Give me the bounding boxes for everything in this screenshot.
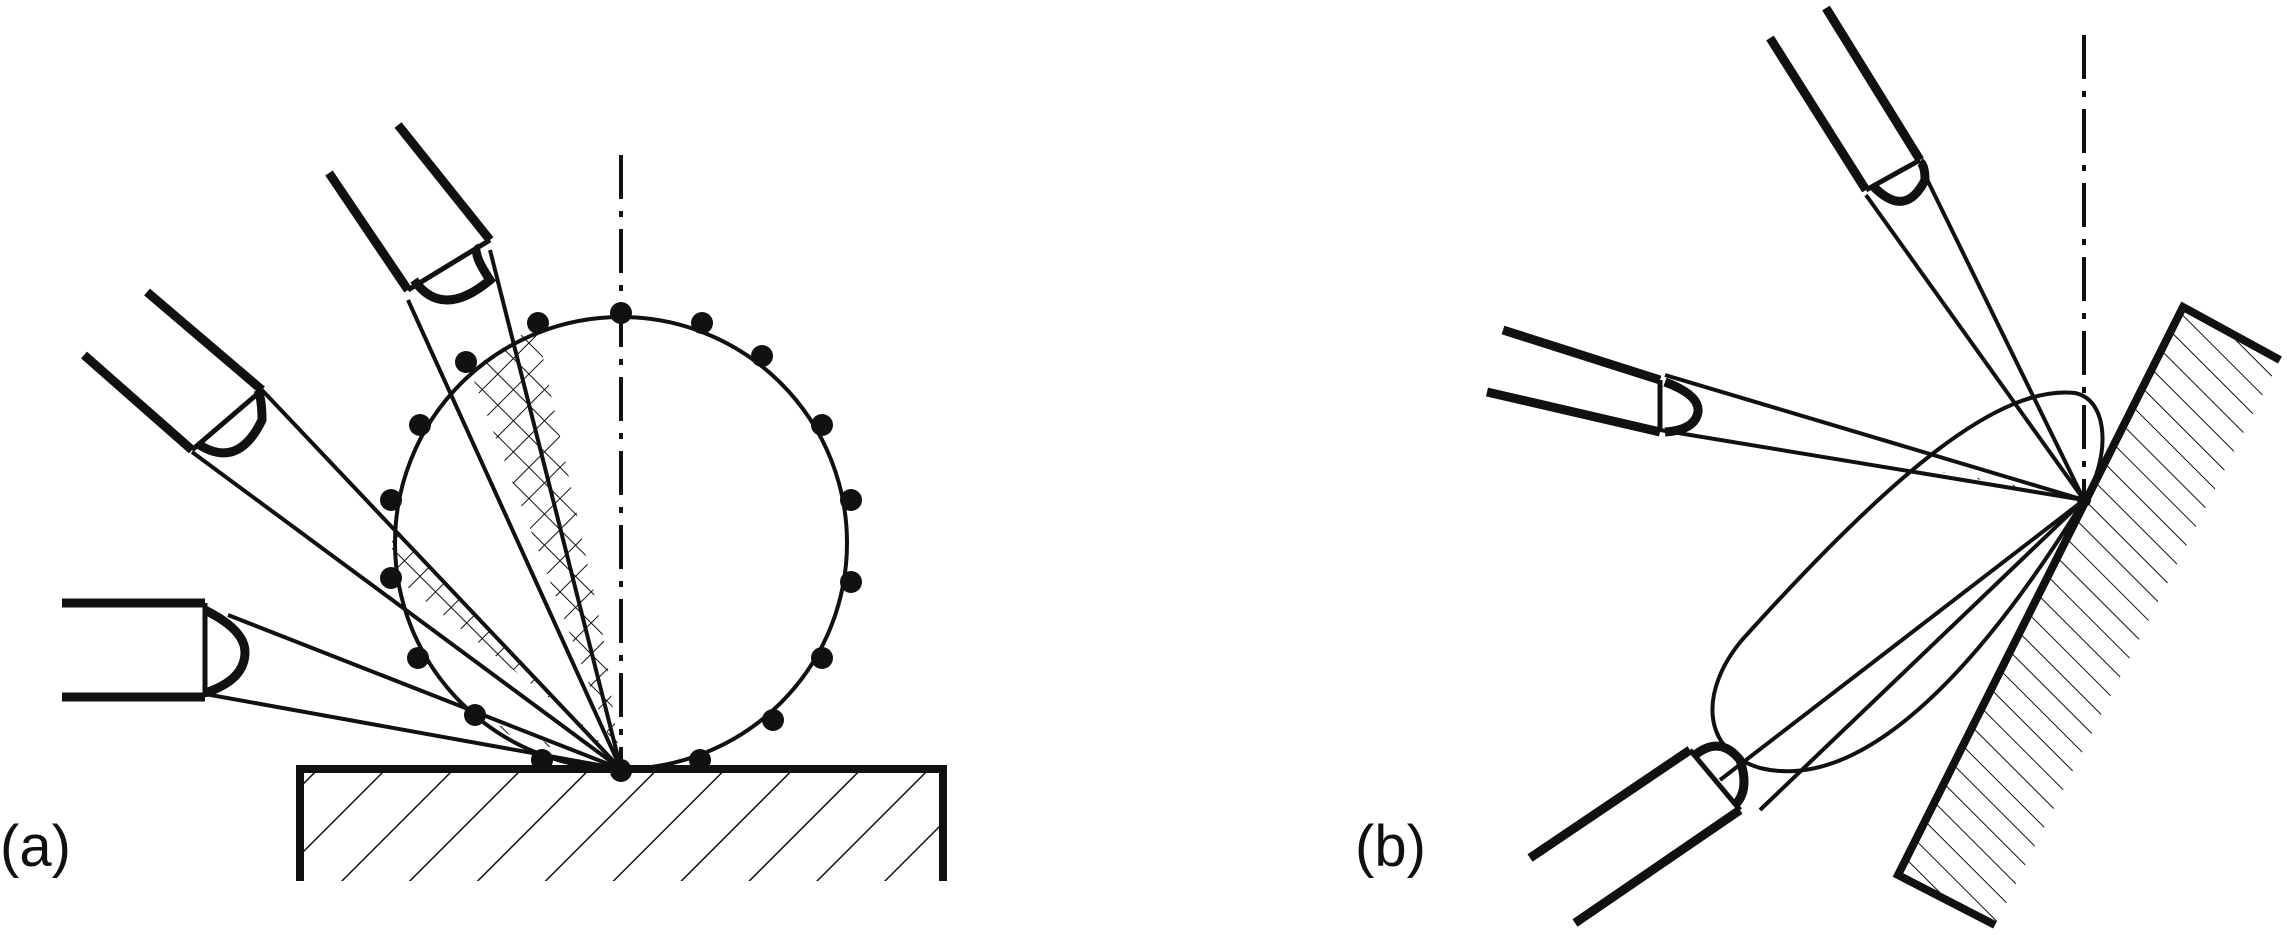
detector-icon	[1770, 8, 1925, 201]
detector-cone-mid-b	[1660, 375, 2084, 500]
specimen-block-b	[1892, 301, 2282, 929]
detector-cone-mid-a	[192, 390, 621, 769]
scattering-lobe-icon	[1712, 392, 2102, 771]
detector-cone-low-b	[1720, 500, 2084, 810]
detector-icon	[1487, 330, 1698, 432]
incident-point-b	[2077, 493, 2091, 507]
specimen-block-a	[296, 765, 947, 881]
detector-cone-top-b	[1866, 165, 2084, 500]
detector-icon	[62, 603, 245, 697]
panel-b	[1487, 8, 2282, 929]
panel-a	[62, 125, 947, 881]
detector-icon	[84, 292, 262, 453]
detector-icon	[1530, 746, 1744, 923]
panel-label-a: (a)	[0, 814, 71, 879]
wedge-top-a	[470, 325, 621, 769]
incident-point-a	[611, 759, 631, 779]
detector-cone-low-a	[205, 615, 621, 769]
panel-label-b: (b)	[1355, 814, 1426, 879]
detector-icon	[329, 125, 490, 300]
detector-cone-top-a	[408, 250, 621, 769]
